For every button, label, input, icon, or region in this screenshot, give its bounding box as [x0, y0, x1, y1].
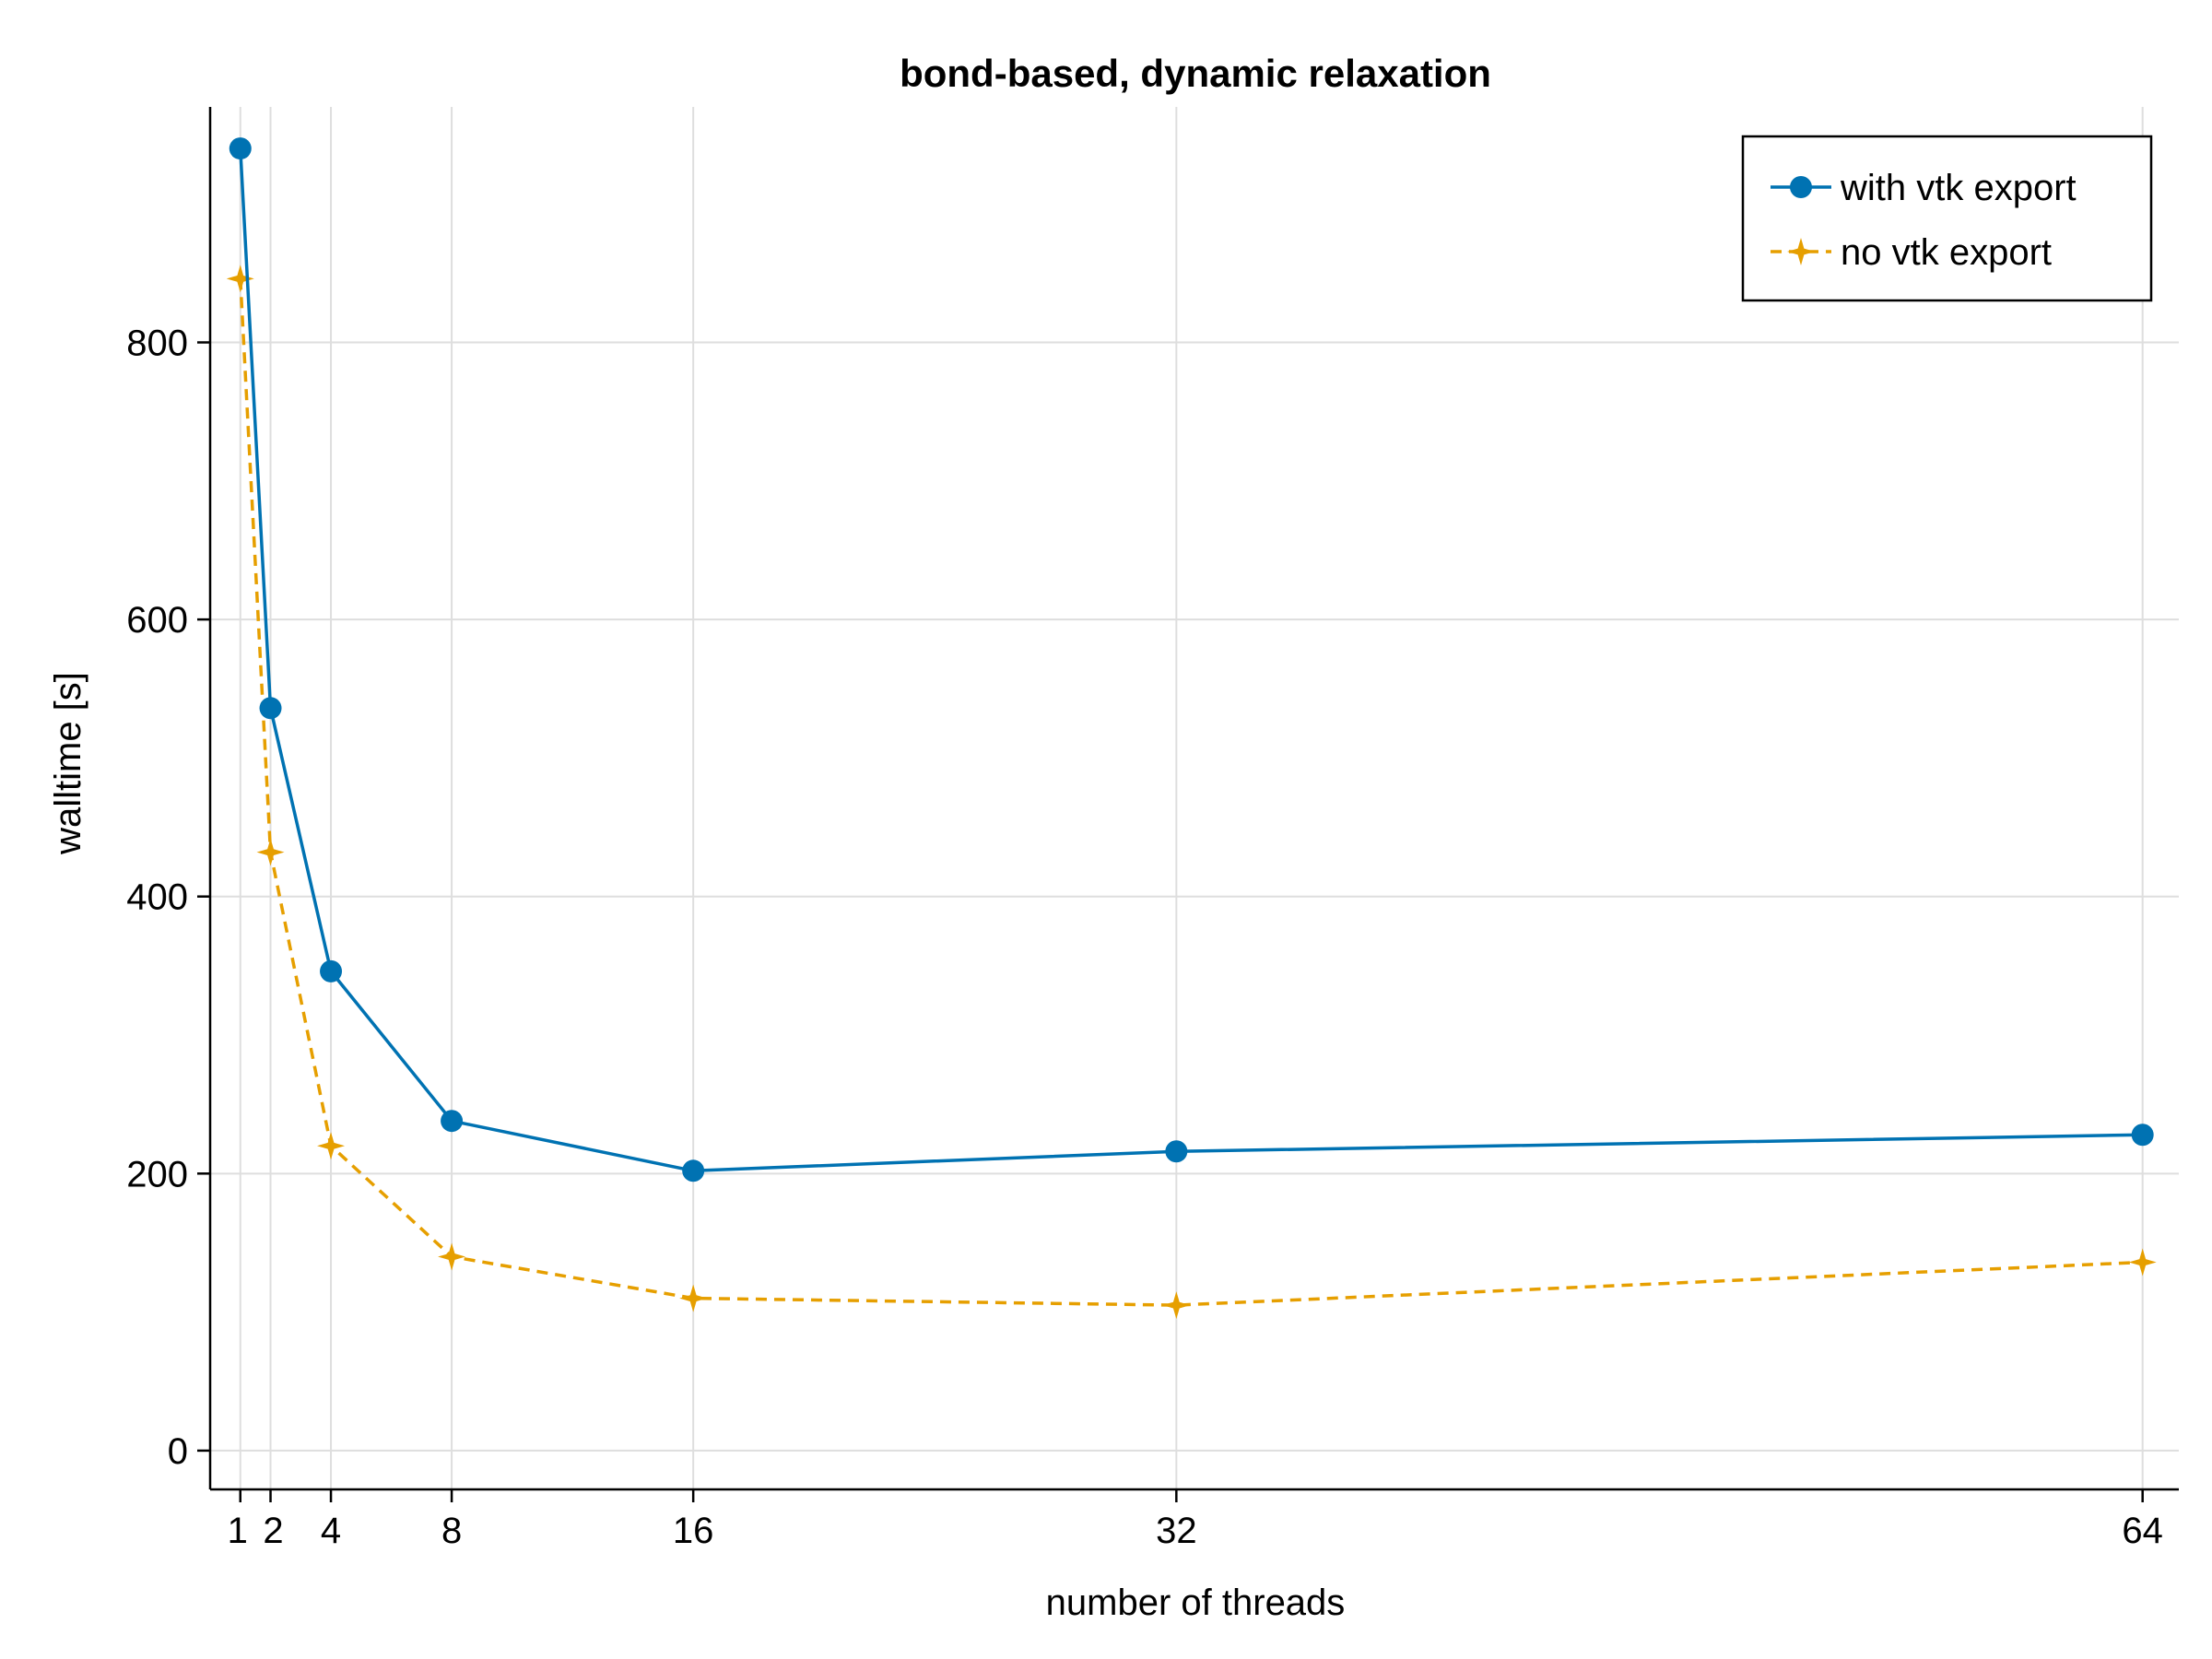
grid: [210, 107, 2179, 1489]
x-tick-label: 2: [263, 1511, 283, 1551]
y-axis-label: walltime [s]: [48, 672, 88, 855]
data-point-no-vtk-export: [256, 838, 285, 866]
data-point-no-vtk-export: [438, 1242, 466, 1271]
data-point-with-vtk-export: [320, 959, 343, 982]
data-point-no-vtk-export: [317, 1132, 346, 1160]
data-point-no-vtk-export: [1162, 1291, 1191, 1320]
series-no-vtk-export: [226, 265, 2157, 1320]
data-point-no-vtk-export: [2128, 1248, 2157, 1277]
data-point-with-vtk-export: [1165, 1140, 1188, 1163]
series-layer: [226, 137, 2157, 1320]
x-axis-label: number of threads: [1046, 1583, 1346, 1623]
y-tick-label: 800: [126, 324, 188, 364]
data-point-no-vtk-export: [226, 265, 254, 293]
legend-box: [1741, 135, 2153, 302]
legend-marker: [1790, 176, 1812, 198]
data-point-with-vtk-export: [229, 137, 252, 160]
y-tick-label: 0: [168, 1431, 188, 1472]
x-axis-ticks: 1 2 4 8 16 32 64: [228, 1489, 2163, 1551]
legend-item-with-vtk-export: with vtk export: [1771, 168, 2077, 208]
x-tick-label: 32: [1156, 1511, 1197, 1551]
data-point-with-vtk-export: [441, 1110, 464, 1133]
legend-marker: [1787, 238, 1815, 265]
x-tick-label: 4: [321, 1511, 341, 1551]
legend: with vtk export no vtk export: [1741, 135, 2153, 302]
legend-item-no-vtk-export: no vtk export: [1771, 232, 2052, 273]
data-point-with-vtk-export: [2131, 1124, 2154, 1147]
chart-title: bond-based, dynamic relaxation: [900, 52, 1491, 95]
legend-label: with vtk export: [1840, 168, 2077, 208]
data-point-with-vtk-export: [259, 697, 282, 720]
y-tick-label: 200: [126, 1154, 188, 1194]
legend-label: no vtk export: [1841, 232, 2052, 273]
x-tick-label: 16: [673, 1511, 714, 1551]
x-tick-label: 8: [441, 1511, 462, 1551]
x-tick-label: 64: [2122, 1511, 2163, 1551]
data-point-with-vtk-export: [682, 1159, 705, 1182]
axes: [208, 107, 2179, 1491]
y-tick-label: 600: [126, 600, 188, 641]
y-tick-label: 400: [126, 877, 188, 918]
x-tick-label: 1: [228, 1511, 248, 1551]
y-axis-ticks: 0 200 400 600 800: [126, 324, 210, 1472]
data-point-no-vtk-export: [679, 1284, 708, 1312]
series-with-vtk-export: [229, 137, 2154, 1182]
series-line-with-vtk-export: [239, 147, 2143, 1173]
